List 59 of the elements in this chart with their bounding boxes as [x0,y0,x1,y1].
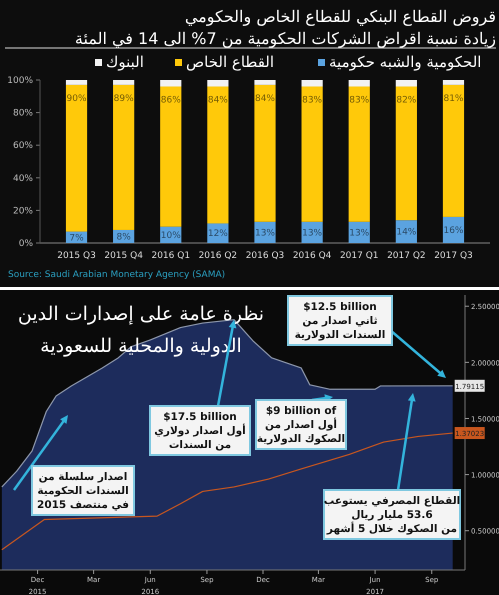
chart-subtitle: زيادة نسبة اقراض الشركات الحكومية من 7% الى 14 في المئة [74,29,496,48]
annotation: القطاع المصرفي يستوعب 53.6 مليار ريال من الصكوك خلال 5 أشهر [324,495,460,535]
bar [113,80,134,85]
x-tick-label: 2016 Q3 [246,251,284,261]
x-tick-label: 2017 Q3 [434,251,473,261]
bar [348,80,370,87]
data-label: 84% [208,96,228,106]
x-tick-label: 2016 Q2 [198,251,238,261]
legend-label: الحكومية والشبه حكومية [329,53,482,71]
y-tick-label: 20% [12,206,34,216]
legend-label: القطاع الخاص [186,53,274,71]
bar [160,86,182,227]
bar [160,80,182,87]
data-label: 82% [396,96,417,106]
data-label: 13% [254,228,276,238]
x-tick-label: 2015 Q3 [57,251,96,261]
data-label: 10% [160,230,182,241]
data-label: 86% [160,96,182,106]
chart-title: قروض القطاع البنكي للقطاع الخاص والحكومي [184,7,496,26]
bar [396,80,417,87]
x-tick-label: 2017 Q1 [340,251,379,261]
x-tick-label: 2016 Q4 [292,251,332,261]
bar [207,80,228,87]
bar [254,84,276,222]
data-label: 13% [302,228,323,238]
bar [302,80,323,87]
data-label: 83% [349,96,370,106]
y-tick-label: 0% [18,239,34,249]
bar [207,86,228,224]
bar [66,80,88,85]
y-tick-label: 60% [12,141,34,152]
data-label: 16% [443,226,464,236]
x-tick-label: 2017 Q2 [387,251,426,261]
x-tick-label: 2016 Q1 [151,251,190,261]
bar [66,84,88,232]
y-tick-label: 40% [12,174,34,184]
data-label: 81% [443,94,464,104]
data-label: 89% [114,94,134,104]
bar [113,84,134,230]
data-label: 8% [116,232,132,242]
x-tick-label: 2015 Q4 [104,251,144,261]
bar [442,84,464,217]
bar [442,80,464,85]
bar [396,86,417,220]
legend-label: البنوك [106,53,144,71]
bar [302,86,323,222]
data-label: 90% [66,94,87,104]
y-tick-label: 100% [7,76,34,86]
data-label: 12% [208,229,228,240]
bar [254,80,276,85]
data-label: 13% [349,228,370,238]
data-label: 83% [302,96,323,106]
data-label: 14% [396,228,417,238]
annotation: اصدار سلسلة من السندات الحكومية في منتصف 2015 [37,471,130,511]
y-tick-label: 80% [12,108,34,119]
data-label: 84% [254,94,276,104]
source-note: Source: Saudi Arabian Monetary Agency (SAMA) [8,270,226,280]
bar [348,86,370,222]
data-label: 7% [69,233,84,244]
